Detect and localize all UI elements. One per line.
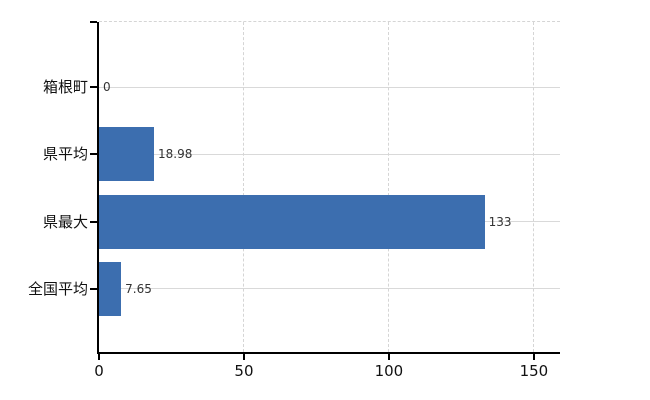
y-axis-line: [97, 22, 99, 354]
x-tick-label: 150: [519, 362, 549, 380]
category-label: 県最大: [42, 212, 88, 231]
category-label: 県平均: [42, 145, 88, 164]
x-tick: [532, 352, 535, 360]
gridline-horizontal: [99, 86, 560, 88]
category-label: 箱根町: [42, 78, 88, 96]
y-tick: [90, 86, 97, 88]
category-label: 全国平均: [27, 279, 88, 298]
plot-top-border: [99, 21, 560, 22]
bar: [99, 194, 485, 249]
bar-value-label: 18.98: [158, 147, 193, 162]
x-tick-label: 100: [374, 362, 404, 380]
x-tick-label: 50: [234, 362, 254, 380]
bar-value-label: 7.65: [125, 281, 152, 296]
bar: [99, 261, 122, 316]
x-tick: [242, 352, 245, 360]
gridline-vertical: [533, 22, 535, 352]
bar-value-label: 133: [488, 214, 512, 229]
y-tick: [90, 287, 97, 290]
x-tick: [387, 352, 390, 360]
y-tick: [90, 21, 97, 23]
bar-value-label: 0: [103, 80, 111, 94]
gridline-vertical: [243, 22, 245, 352]
x-tick: [98, 352, 100, 360]
bar: [99, 127, 155, 182]
gridline-horizontal: [99, 153, 560, 155]
gridline-vertical: [388, 22, 390, 352]
x-tick-label: 0: [94, 362, 104, 380]
gridline-horizontal: [99, 288, 560, 290]
y-tick: [90, 220, 97, 223]
x-axis-line: [97, 352, 560, 354]
y-tick: [90, 153, 97, 156]
